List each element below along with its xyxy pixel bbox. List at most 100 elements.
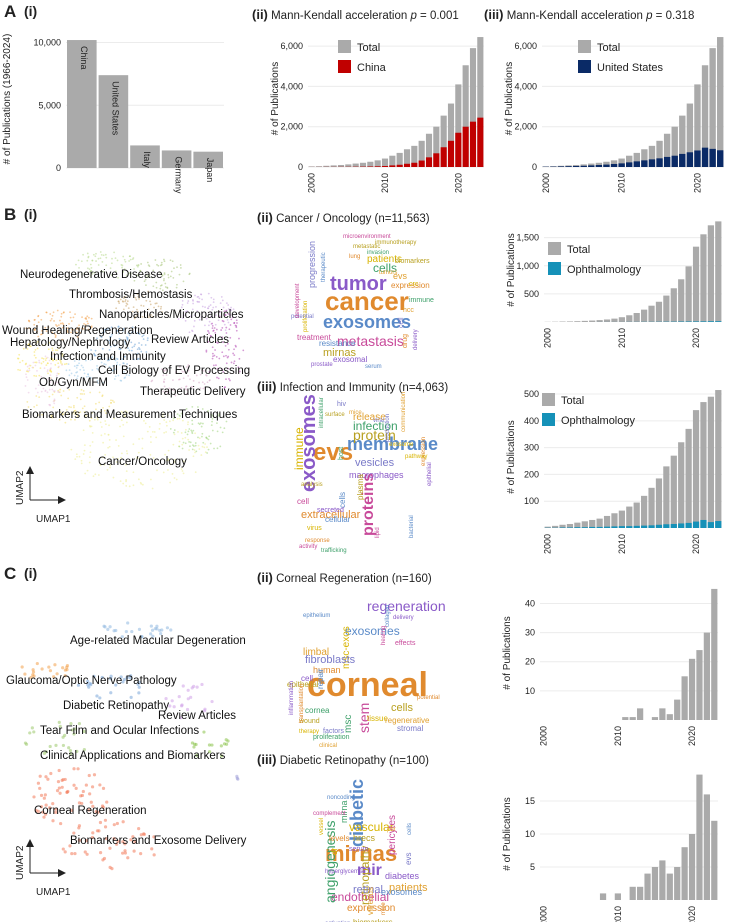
umap-point <box>103 409 106 412</box>
bar-total-2016 <box>425 133 433 167</box>
umap-point <box>117 332 120 335</box>
umap-point <box>89 270 91 273</box>
umap-point <box>169 275 172 278</box>
umap-point <box>229 308 232 311</box>
umap-point <box>136 331 139 334</box>
panel-letter-b: B <box>4 205 17 224</box>
C_ii-ytick-label: 10 <box>525 686 535 696</box>
umap-point <box>170 270 173 273</box>
bar-total-2006 <box>352 163 359 167</box>
umap-point <box>119 425 121 428</box>
umap-point <box>83 411 86 413</box>
panel-c-iii-title: (iii) Diabetic Retinopathy (n=100) <box>257 752 429 767</box>
umap-point <box>100 675 104 680</box>
umap-point <box>173 429 176 431</box>
wordcloud-word: cell <box>297 497 309 506</box>
bar-total-2001 <box>552 525 559 528</box>
umap-point <box>99 251 102 253</box>
panel-b-iii-title: (iii) Infection and Immunity (n=4,063) <box>257 379 448 394</box>
umap-point <box>85 852 89 856</box>
umap-point <box>229 314 232 316</box>
umap-point <box>198 437 201 440</box>
umap-point <box>83 323 85 325</box>
legend-swatch-total <box>338 40 351 53</box>
bar-total-2015 <box>651 867 659 900</box>
umap-point <box>77 824 82 828</box>
umap-point <box>100 353 103 356</box>
umap-point <box>61 743 66 748</box>
umap-point <box>50 362 52 365</box>
umap-point <box>108 424 110 427</box>
umap-point <box>232 362 235 365</box>
umap-point <box>40 362 43 365</box>
legend-swatch-ophthalmology <box>542 413 555 426</box>
umap-point <box>169 428 172 430</box>
umap-point <box>133 345 136 348</box>
umap-point <box>132 484 135 487</box>
umap-point <box>191 299 194 301</box>
umap-point <box>55 359 58 362</box>
umap-point <box>178 366 181 368</box>
umap-point <box>229 336 232 339</box>
umap-point <box>106 409 109 411</box>
umap-point <box>180 368 183 371</box>
umap-point <box>207 307 210 310</box>
umap-point <box>35 395 38 397</box>
wordcloud-word: exosomal <box>333 355 367 364</box>
umap-point <box>200 425 203 428</box>
umap-point <box>25 373 27 376</box>
umap-point <box>173 267 175 270</box>
panel-letter-a: A <box>4 2 17 21</box>
umap-point <box>183 370 186 373</box>
umap-point <box>165 390 167 393</box>
umap-point <box>189 315 192 318</box>
umap-point <box>66 331 69 334</box>
umap-point <box>137 691 141 695</box>
wordcloud-word: cells <box>338 492 347 508</box>
bar-total-2013 <box>637 708 644 720</box>
umap-point <box>178 417 181 420</box>
umap-point <box>225 332 228 334</box>
bar-label-united-states: United States <box>110 81 120 136</box>
umap-point <box>85 414 87 417</box>
umap-point <box>26 369 29 372</box>
umap-point <box>202 369 205 372</box>
umap-point <box>53 333 56 336</box>
B_iii-ytick-label: 300 <box>524 443 539 453</box>
umap-point <box>76 396 79 399</box>
umap-point <box>76 371 79 373</box>
umap-point <box>193 325 195 328</box>
bar-total-2016 <box>663 133 671 167</box>
wordcloud-word: factors <box>323 728 345 735</box>
umap-point <box>63 777 67 782</box>
umap-point <box>188 331 191 334</box>
umap-point <box>79 398 82 401</box>
umap-point <box>159 284 162 287</box>
umap-point <box>236 777 240 781</box>
wordcloud-word: evs <box>393 271 408 281</box>
wordcloud-word: msc <box>343 715 354 733</box>
umap-point <box>34 387 37 390</box>
umap-b-xlabel: UMAP1 <box>36 514 71 525</box>
wordcloud-word: drug <box>402 334 409 348</box>
cluster-label-glaucoma: Glaucoma/Optic Nerve Pathology <box>6 675 177 687</box>
umap-point <box>163 258 165 261</box>
umap-point <box>69 721 73 726</box>
wordcloud-word: patients <box>389 882 428 894</box>
umap-point <box>203 707 207 711</box>
umap-point <box>95 260 97 262</box>
B_iii-ytick-label: 200 <box>524 469 539 479</box>
bar-total-2017 <box>670 455 677 528</box>
bar-germany <box>161 150 192 168</box>
umap-point <box>126 337 129 340</box>
umap-point <box>212 330 215 332</box>
umap-point <box>57 329 60 332</box>
umap-point <box>152 835 156 839</box>
umap-point <box>90 267 93 269</box>
umap-point <box>230 318 233 321</box>
umap-point <box>187 374 190 377</box>
umap-point <box>127 367 130 370</box>
panel-c-ii-title-text: Corneal Regeneration (n=160) <box>276 573 432 585</box>
umap-point <box>53 663 57 667</box>
bar-total-2015 <box>651 717 659 720</box>
